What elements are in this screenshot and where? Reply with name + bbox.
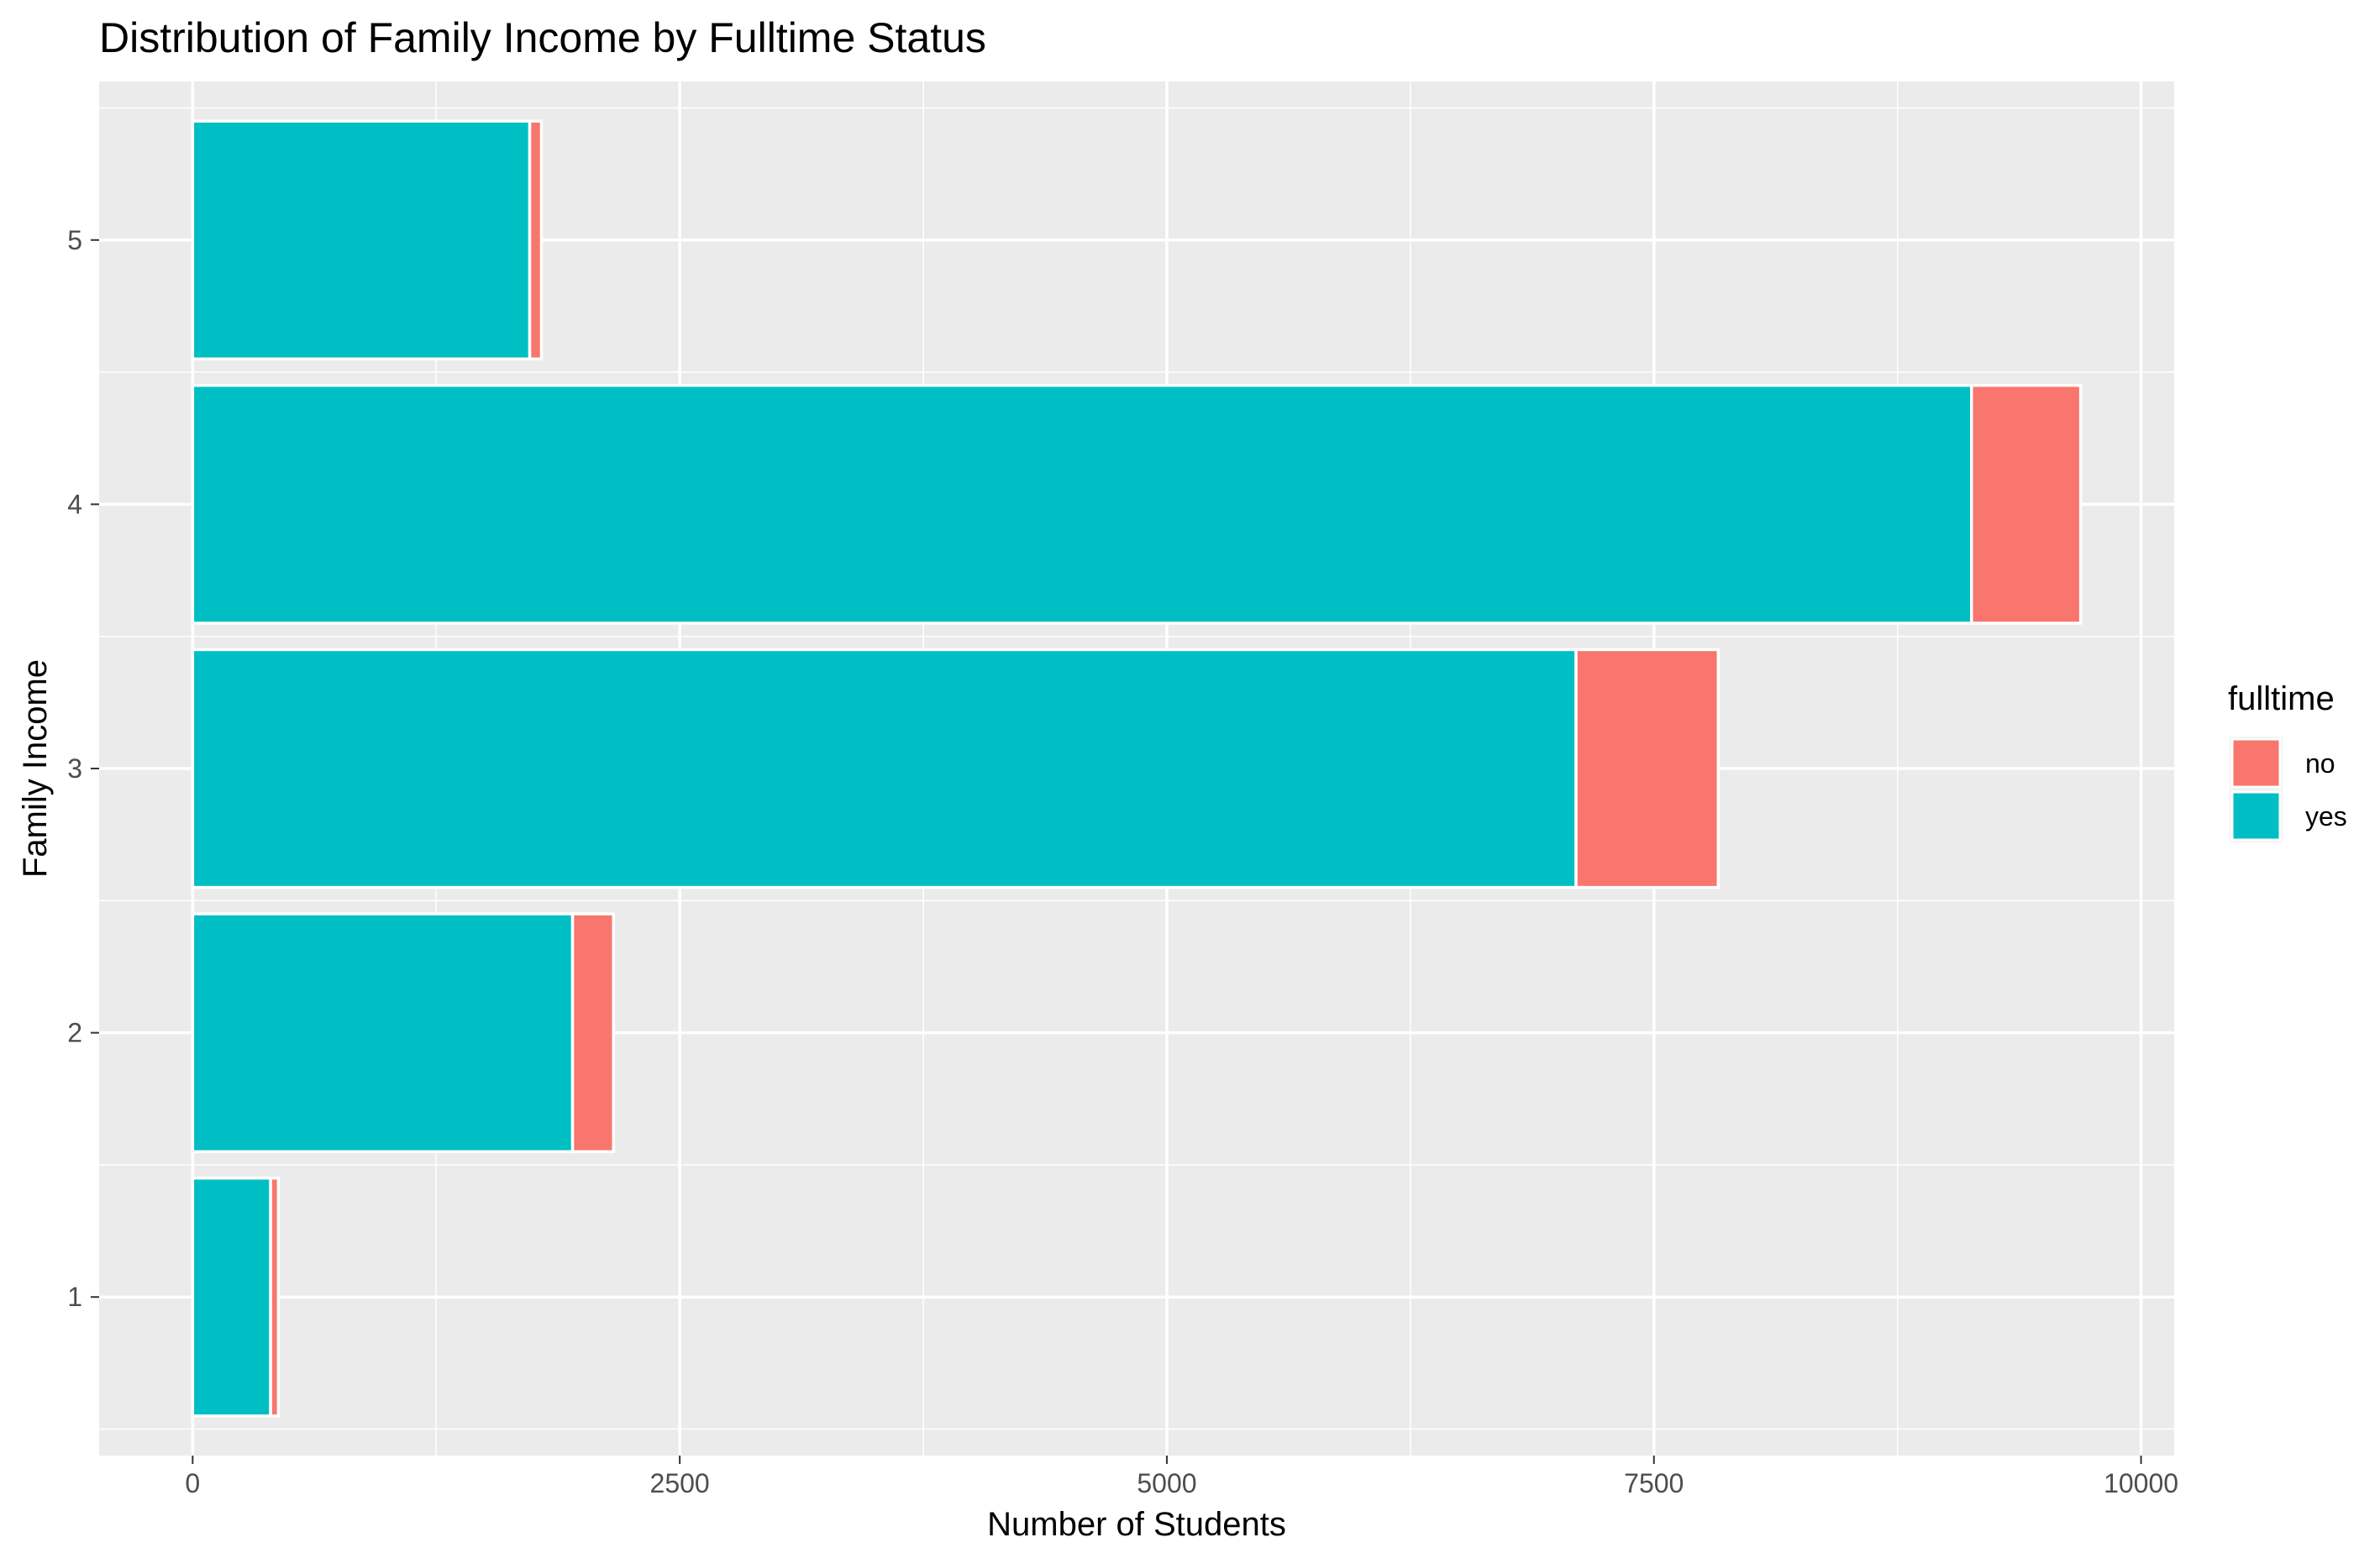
bar-yes-1 — [191, 1176, 272, 1418]
legend-swatch-no — [2230, 737, 2282, 789]
legend: fulltime no yes — [2228, 680, 2347, 842]
y-axis-title: Family Income — [17, 659, 54, 878]
y-tick-label: 5 — [67, 225, 82, 255]
x-tick-label: 2500 — [650, 1468, 710, 1498]
legend-title: fulltime — [2228, 680, 2335, 717]
chart-title: Distribution of Family Income by Fulltim… — [99, 14, 986, 61]
y-tick-label: 1 — [67, 1282, 82, 1312]
x-tick-label: 10000 — [2104, 1468, 2178, 1498]
bar-no-2 — [570, 912, 616, 1153]
bar-no-3 — [1574, 648, 1721, 889]
bar-no-5 — [528, 119, 544, 361]
x-axis: 0 2500 5000 7500 10000 — [185, 1456, 2178, 1498]
bars — [191, 119, 2083, 1418]
bar-no-4 — [1970, 384, 2083, 625]
y-tick-label: 2 — [67, 1018, 82, 1048]
y-tick-label: 3 — [67, 753, 82, 784]
legend-label-no: no — [2305, 748, 2335, 779]
x-tick-label: 0 — [185, 1468, 200, 1498]
y-tick-label: 4 — [67, 489, 82, 519]
bar-yes-2 — [191, 912, 575, 1153]
x-tick-label: 7500 — [1624, 1468, 1684, 1498]
bar-no-1 — [269, 1176, 281, 1418]
y-axis: 1 2 3 4 5 — [67, 225, 99, 1312]
bar-yes-3 — [191, 648, 1578, 889]
bar-yes-5 — [191, 119, 532, 361]
legend-swatch-yes — [2230, 790, 2282, 842]
x-axis-title: Number of Students — [987, 1506, 1286, 1543]
bar-yes-4 — [191, 384, 1973, 625]
x-tick-label: 5000 — [1137, 1468, 1196, 1498]
legend-label-yes: yes — [2305, 801, 2347, 832]
